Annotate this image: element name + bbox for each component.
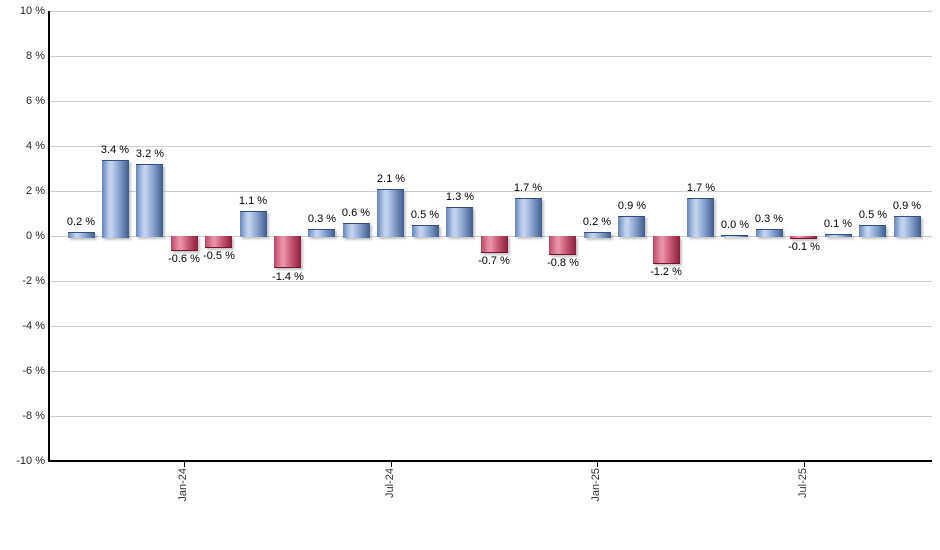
bar bbox=[68, 232, 95, 238]
y-tick-label: 8 % bbox=[26, 50, 45, 62]
bar-value-label: -0.8 % bbox=[547, 257, 579, 269]
bar bbox=[446, 207, 473, 237]
bar bbox=[136, 164, 163, 237]
y-tick-label: -6 % bbox=[22, 365, 45, 377]
y-tick-label: -10 % bbox=[16, 455, 45, 467]
bar bbox=[274, 236, 301, 268]
bar bbox=[412, 225, 439, 237]
y-tick-label: -4 % bbox=[22, 320, 45, 332]
bar-value-label: -1.2 % bbox=[650, 266, 682, 278]
bar bbox=[240, 211, 267, 237]
bar bbox=[653, 236, 680, 264]
gridline bbox=[49, 191, 932, 192]
y-tick-label: 0 % bbox=[26, 230, 45, 242]
bar bbox=[825, 234, 852, 237]
bar bbox=[205, 236, 232, 248]
bar bbox=[308, 229, 335, 237]
y-tick-label: -8 % bbox=[22, 410, 45, 422]
bar-value-label: -0.5 % bbox=[203, 250, 235, 262]
x-tick-label: Jul-25 bbox=[797, 468, 809, 498]
bar-value-label: -0.1 % bbox=[788, 241, 820, 253]
bar bbox=[102, 160, 129, 238]
y-tick-label: 2 % bbox=[26, 185, 45, 197]
bar-value-label: 0.1 % bbox=[823, 218, 853, 230]
bar-value-label: 0.9 % bbox=[617, 200, 647, 212]
gridline bbox=[49, 281, 932, 282]
bar bbox=[756, 229, 783, 237]
bar-value-label: 0.9 % bbox=[892, 200, 922, 212]
y-tick-label: 10 % bbox=[19, 5, 45, 17]
bar-value-label: 0.3 % bbox=[754, 213, 784, 225]
bar-value-label: -0.7 % bbox=[478, 255, 510, 267]
bar-value-label: 1.1 % bbox=[238, 195, 268, 207]
x-tick-label: Jan-25 bbox=[590, 468, 602, 502]
bar-value-label: 1.7 % bbox=[686, 182, 716, 194]
x-tick-mark bbox=[391, 462, 392, 467]
x-tick-mark bbox=[184, 462, 185, 467]
bar-value-label: 2.1 % bbox=[376, 173, 406, 185]
bar bbox=[584, 232, 611, 238]
bar-value-label: 0.2 % bbox=[66, 216, 96, 228]
bar bbox=[171, 236, 198, 251]
y-axis bbox=[48, 11, 50, 462]
bar-value-label: 0.2 % bbox=[582, 216, 612, 228]
bar-value-label: -0.6 % bbox=[168, 253, 200, 265]
bar bbox=[549, 236, 576, 255]
x-tick-label: Jul-24 bbox=[384, 468, 396, 498]
bar bbox=[377, 189, 404, 237]
bar bbox=[515, 198, 542, 237]
bar-value-label: 1.7 % bbox=[513, 182, 543, 194]
bar-value-label: -1.4 % bbox=[272, 271, 304, 283]
gridline bbox=[49, 11, 932, 12]
bar-value-label: 0.5 % bbox=[410, 209, 440, 221]
bar bbox=[894, 216, 921, 237]
y-tick-label: -2 % bbox=[22, 275, 45, 287]
bar-value-label: 0.6 % bbox=[341, 207, 371, 219]
gridline bbox=[49, 101, 932, 102]
bar bbox=[343, 223, 370, 238]
x-tick-mark bbox=[804, 462, 805, 467]
gridline bbox=[49, 56, 932, 57]
gridline bbox=[49, 326, 932, 327]
bar-value-label: 3.4 % bbox=[100, 144, 130, 156]
bar bbox=[721, 235, 748, 237]
bar-value-label: 3.2 % bbox=[135, 148, 165, 160]
gridline bbox=[49, 416, 932, 417]
bar bbox=[481, 236, 508, 253]
y-tick-label: 4 % bbox=[26, 140, 45, 152]
bar-value-label: 1.3 % bbox=[445, 191, 475, 203]
bar bbox=[687, 198, 714, 237]
x-axis bbox=[48, 460, 932, 462]
gridline bbox=[49, 371, 932, 372]
bar bbox=[618, 216, 645, 237]
y-tick-label: 6 % bbox=[26, 95, 45, 107]
bar-value-label: 0.5 % bbox=[858, 209, 888, 221]
x-tick-label: Jan-24 bbox=[177, 468, 189, 502]
gridline bbox=[49, 146, 932, 147]
bar bbox=[859, 225, 886, 237]
bar-value-label: 0.3 % bbox=[307, 213, 337, 225]
bar-value-label: 0.0 % bbox=[720, 219, 750, 231]
bar bbox=[790, 236, 817, 239]
x-tick-mark bbox=[597, 462, 598, 467]
